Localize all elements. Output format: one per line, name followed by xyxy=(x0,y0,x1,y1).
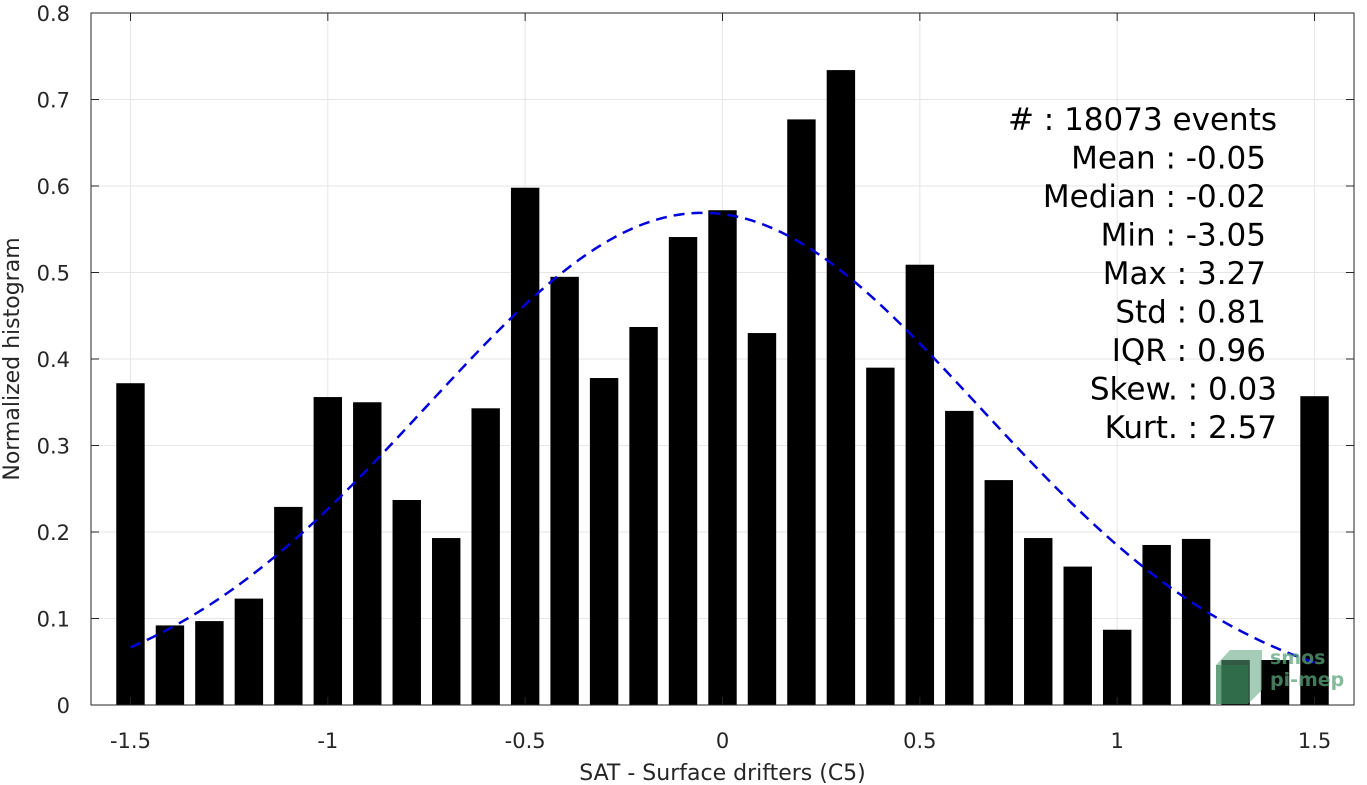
bars-group xyxy=(116,70,1329,706)
histogram-bar xyxy=(116,383,145,705)
histogram-bar xyxy=(1142,544,1171,705)
histogram-bar xyxy=(313,397,343,705)
logo-cube-face-icon xyxy=(1216,665,1248,704)
histogram-bar xyxy=(787,119,816,705)
histogram-bar xyxy=(274,506,303,705)
histogram-bar xyxy=(668,237,698,705)
histogram-bar xyxy=(747,333,777,705)
logo-line1: smos xyxy=(1270,647,1325,669)
histogram-bar xyxy=(866,367,895,705)
y-tick-label: 0.2 xyxy=(37,521,70,545)
histogram-bar xyxy=(234,598,264,705)
y-tick-label: 0.5 xyxy=(37,262,70,286)
x-tick-label: -1 xyxy=(317,729,338,753)
histogram-bar xyxy=(708,210,737,705)
histogram-bar xyxy=(392,499,421,705)
y-tick-label: 0.8 xyxy=(37,2,70,26)
smos-pi-mep-logo: smos pi-mep xyxy=(1216,647,1344,704)
x-tick-label: -0.5 xyxy=(505,729,546,753)
stats-line: # : 18073 events xyxy=(1008,102,1277,138)
histogram-bar xyxy=(1300,396,1329,705)
x-tick-label: 1 xyxy=(1111,729,1124,753)
stats-line: Skew. : 0.03 xyxy=(1090,372,1277,408)
histogram-bar xyxy=(945,410,974,705)
gaussian-fit-curve xyxy=(129,211,1315,664)
stats-line: Std : 0.81 xyxy=(1115,295,1266,331)
y-tick-label: 0.6 xyxy=(37,175,70,199)
x-tick-label: -1.5 xyxy=(110,729,151,753)
axis-ticks xyxy=(91,12,1354,706)
histogram-bar xyxy=(1181,538,1211,705)
histogram-bar xyxy=(1102,629,1132,705)
stats-line: Mean : -0.05 xyxy=(1071,141,1266,177)
stats-line: Min : -3.05 xyxy=(1101,218,1266,254)
histogram-bar xyxy=(510,187,540,706)
histogram-bar xyxy=(471,408,500,705)
y-tick-label: 0.7 xyxy=(37,89,70,113)
histogram-bar xyxy=(1260,660,1290,705)
histogram-bar xyxy=(629,326,658,705)
logo-line2: pi-mep xyxy=(1270,669,1344,691)
y-axis-label: Normalized histogram xyxy=(0,237,25,480)
tick-labels: -1.5 -1 -0.5 0 0.5 1 1.5 0 0.1 0.2 0.3 0.4 0.5 0.6 0.7… xyxy=(37,2,1332,753)
histogram-bar xyxy=(905,264,935,705)
histogram-bar xyxy=(155,625,185,705)
histogram-bar xyxy=(195,621,224,705)
y-tick-label: 0.1 xyxy=(37,608,70,632)
histogram-bar xyxy=(1024,538,1053,705)
histogram-bar xyxy=(984,480,1013,705)
stats-line: Max : 3.27 xyxy=(1103,256,1266,292)
x-tick-label: 0 xyxy=(716,729,729,753)
y-tick-label: 0.3 xyxy=(37,435,70,459)
histogram-bar xyxy=(432,538,461,705)
stats-line: Median : -0.02 xyxy=(1043,179,1266,215)
histogram-bar xyxy=(589,378,619,705)
x-tick-label: 0.5 xyxy=(903,729,936,753)
y-tick-label: 0 xyxy=(57,694,70,718)
y-tick-label: 0.4 xyxy=(37,348,70,372)
histogram-bar xyxy=(1063,566,1092,705)
histogram-bar xyxy=(826,70,856,706)
histogram-bar xyxy=(550,276,579,705)
histogram-bar xyxy=(353,402,382,705)
stats-line: IQR : 0.96 xyxy=(1112,333,1266,369)
stats-line: Kurt. : 2.57 xyxy=(1105,410,1277,446)
x-tick-label: 1.5 xyxy=(1298,729,1331,753)
x-axis-label: SAT - Surface drifters (C5) xyxy=(579,761,866,785)
